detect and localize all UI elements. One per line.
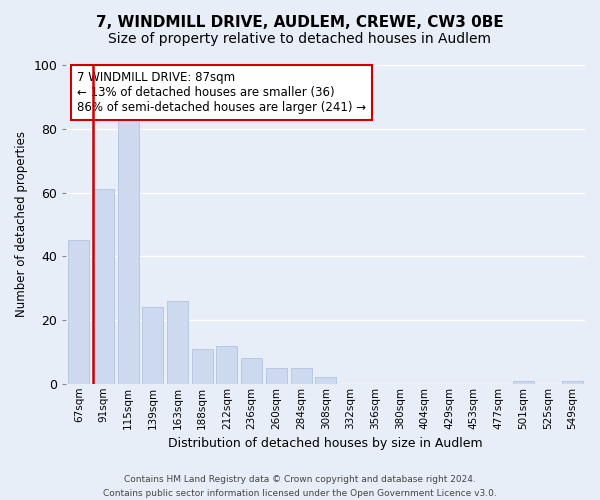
Bar <box>241 358 262 384</box>
Text: 7, WINDMILL DRIVE, AUDLEM, CREWE, CW3 0BE: 7, WINDMILL DRIVE, AUDLEM, CREWE, CW3 0B… <box>96 15 504 30</box>
X-axis label: Distribution of detached houses by size in Audlem: Distribution of detached houses by size … <box>169 437 483 450</box>
Y-axis label: Number of detached properties: Number of detached properties <box>15 132 28 318</box>
Text: Size of property relative to detached houses in Audlem: Size of property relative to detached ho… <box>109 32 491 46</box>
Bar <box>290 368 311 384</box>
Text: 7 WINDMILL DRIVE: 87sqm
← 13% of detached houses are smaller (36)
86% of semi-de: 7 WINDMILL DRIVE: 87sqm ← 13% of detache… <box>77 72 366 114</box>
Bar <box>217 346 238 384</box>
Text: Contains HM Land Registry data © Crown copyright and database right 2024.
Contai: Contains HM Land Registry data © Crown c… <box>103 476 497 498</box>
Bar <box>315 378 336 384</box>
Bar <box>142 308 163 384</box>
Bar <box>167 301 188 384</box>
Bar <box>118 113 139 384</box>
Bar <box>513 380 534 384</box>
Bar <box>562 380 583 384</box>
Bar <box>192 348 213 384</box>
Bar <box>93 190 114 384</box>
Bar <box>68 240 89 384</box>
Bar <box>266 368 287 384</box>
